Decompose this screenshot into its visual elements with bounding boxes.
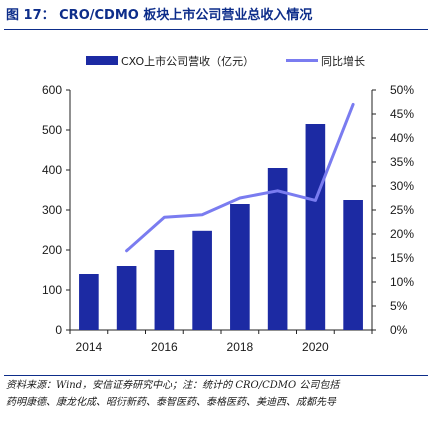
y-right-tick-label: 50% [390, 83, 414, 97]
title-divider [4, 29, 428, 30]
y-right-tick-label: 30% [390, 179, 414, 193]
bar [154, 250, 175, 330]
y-right-tick-label: 0% [390, 323, 408, 337]
y-left-tick-label: 300 [42, 203, 62, 217]
bar-series [79, 124, 363, 330]
y-right-tick-label: 45% [390, 107, 414, 121]
source-note: 资料来源：Wind，安信证券研究中心；注：统计的 CRO/CDMO 公司包括 药… [6, 377, 430, 411]
y-right-tick-label: 10% [390, 275, 414, 289]
bar [79, 274, 99, 330]
line-series [125, 102, 355, 253]
x-tick-label: 2018 [227, 340, 254, 354]
y-right-tick-label: 5% [390, 299, 408, 313]
bar [230, 204, 250, 330]
y-left-tick-label: 200 [42, 243, 62, 257]
y-right-tick-label: 15% [390, 251, 414, 265]
bar [305, 124, 326, 330]
legend-line-label: 同比增长 [321, 54, 365, 68]
y-left-tick-label: 400 [42, 163, 62, 177]
bar [343, 200, 363, 330]
figure-title: 图 17： CRO/CDMO 板块上市公司营业总收入情况 [6, 8, 313, 23]
y-right-tick-label: 35% [390, 155, 414, 169]
source-line-2: 药明康德、康龙化成、昭衍新药、泰智医药、泰格医药、美迪西、成都先导 [6, 397, 336, 408]
legend-bar-swatch [86, 56, 118, 65]
y-left-tick-label: 600 [42, 83, 62, 97]
x-tick-label: 2014 [76, 340, 103, 354]
y-left-tick-label: 0 [55, 323, 62, 337]
legend-bar-label: CXO上市公司营收（亿元） [121, 54, 254, 68]
x-tick-label: 2020 [302, 340, 329, 354]
legend: CXO上市公司营收（亿元） 同比增长 [86, 54, 365, 68]
x-tick-label: 2016 [151, 340, 178, 354]
y-right-tick-label: 20% [390, 227, 414, 241]
y-right-tick-label: 40% [390, 131, 414, 145]
growth-line [125, 102, 355, 253]
source-divider [4, 375, 428, 376]
bar [267, 168, 288, 330]
bar [192, 230, 212, 330]
chart-area: CXO上市公司营收（亿元） 同比增长 0 100 200 300 400 500 600 0% 5… [42, 54, 414, 354]
source-line-1: 资料来源：Wind，安信证券研究中心；注：统计的 CRO/CDMO 公司包括 [6, 380, 340, 391]
y-right-tick-label: 25% [390, 203, 414, 217]
y-left-tick-label: 500 [42, 123, 62, 137]
bar [116, 266, 137, 330]
y-left-tick-label: 100 [42, 283, 62, 297]
